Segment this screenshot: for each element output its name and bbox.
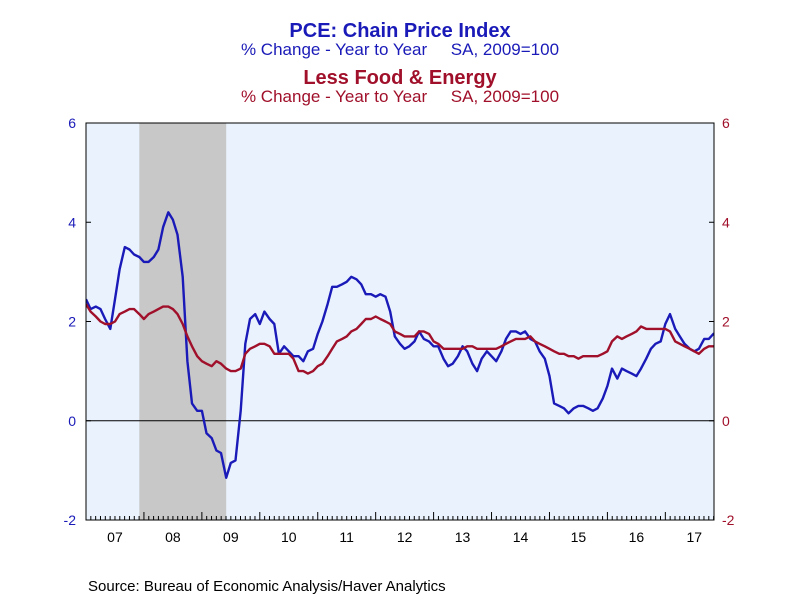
chart-subtitle-second: % Change - Year to Year SA, 2009=100 <box>240 87 560 106</box>
x-tick-label: 12 <box>397 529 413 545</box>
y-tick-label-left: 4 <box>68 214 76 230</box>
recession-shading <box>139 123 227 520</box>
chart-title: PCE: Chain Price Index <box>289 20 511 42</box>
x-tick-label: 08 <box>165 529 181 545</box>
y-tick-label-right: -2 <box>722 512 735 528</box>
x-tick-label: 15 <box>571 529 587 545</box>
y-tick-label-left: 6 <box>68 115 76 131</box>
chart-subtitle: % Change - Year to Year SA, 2009=100 <box>240 40 560 59</box>
series-line-1 <box>86 211 714 479</box>
x-tick-label: 14 <box>513 529 529 545</box>
x-tick-label: 09 <box>223 529 239 545</box>
x-tick-label: 07 <box>107 529 123 545</box>
x-tick-label: 10 <box>281 529 297 545</box>
y-tick-label-right: 6 <box>722 115 730 131</box>
y-tick-label-right: 2 <box>722 314 730 330</box>
y-tick-label-right: 0 <box>722 413 730 429</box>
x-tick-label: 17 <box>687 529 703 545</box>
y-tick-label-left: 2 <box>68 314 76 330</box>
source-note: Source: Bureau of Economic Analysis/Have… <box>88 578 446 595</box>
y-tick-label-left: -2 <box>64 512 77 528</box>
y-tick-label-left: 0 <box>68 413 76 429</box>
x-tick-label: 16 <box>629 529 645 545</box>
x-tick-label: 13 <box>455 529 471 545</box>
y-tick-label-right: 4 <box>722 214 730 230</box>
chart-title-second: Less Food & Energy <box>303 67 497 89</box>
series-line-2 <box>86 303 714 375</box>
x-tick-label: 11 <box>339 529 354 545</box>
